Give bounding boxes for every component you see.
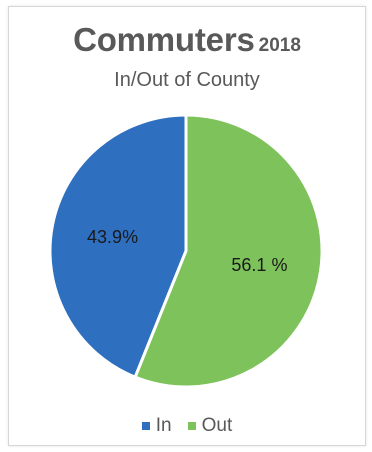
- chart-title: Commuters 2018: [9, 21, 365, 59]
- pie-label-out: 56.1 %: [231, 255, 287, 275]
- pie-slices: [48, 113, 324, 389]
- chart-subtitle: In/Out of County: [114, 69, 260, 91]
- legend-swatch-in: [141, 422, 150, 430]
- pie-chart: 43.9% 56.1 %: [48, 113, 324, 389]
- chart-card: Commuters 2018 In/Out of County 43.9% 56.1…: [8, 6, 366, 446]
- pie-labels: 43.9% 56.1 %: [87, 227, 287, 275]
- chart-title-text: Commuters: [73, 21, 255, 58]
- pie-slice-out: [133, 113, 324, 389]
- legend-label-out: Out: [201, 415, 233, 436]
- chart-title-year: 2018: [258, 35, 301, 56]
- legend-item-out: Out: [187, 415, 233, 437]
- pie-label-in: 43.9%: [87, 227, 138, 247]
- legend-item-in: In: [141, 415, 172, 437]
- chart-legend: In Out: [9, 415, 365, 437]
- pie-slice-in: [48, 113, 188, 380]
- legend-swatch-out: [187, 422, 196, 430]
- legend-label-in: In: [155, 415, 172, 436]
